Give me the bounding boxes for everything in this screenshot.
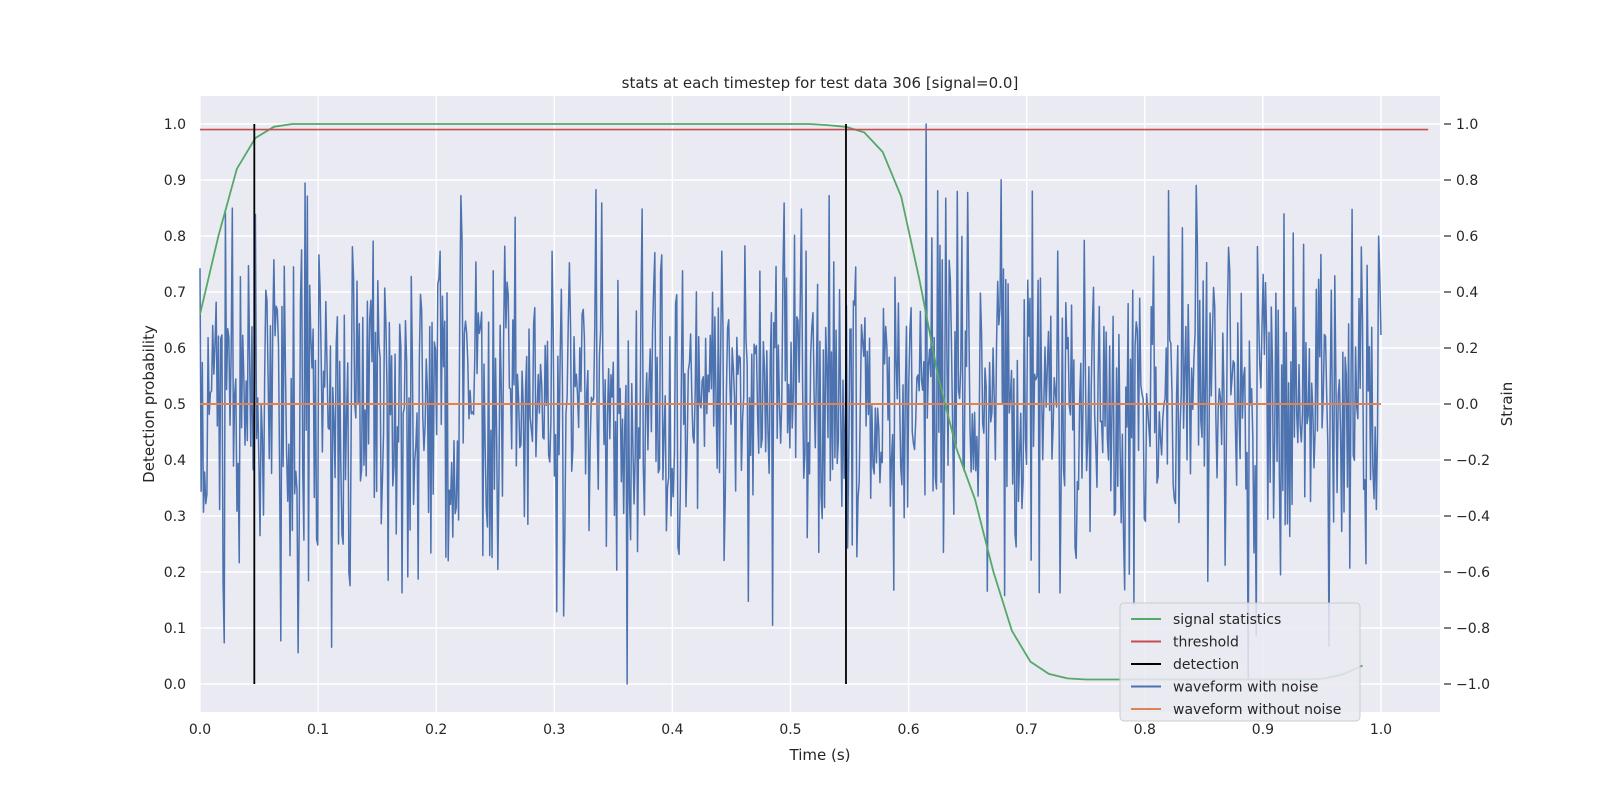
x-tick-label: 0.7 (1016, 722, 1038, 738)
right-y-tick-label: 0.2 (1456, 341, 1478, 357)
right-y-tick-label: −0.6 (1456, 565, 1490, 581)
detection-series (253, 124, 847, 684)
left-y-axis-label: Detection probability (140, 325, 158, 483)
legend-entry-label: threshold (1173, 635, 1239, 651)
left-y-tick-label: 0.6 (164, 341, 186, 357)
x-tick-label: 1.0 (1370, 722, 1392, 738)
right-y-tick-label: 0.6 (1456, 229, 1478, 245)
waveform-with-noise-line (199, 123, 1382, 685)
legend-box (1119, 602, 1361, 722)
left-y-tick-label: 1.0 (164, 117, 186, 133)
x-axis-label: Time (s) (789, 746, 851, 764)
x-tick-label: 0.3 (543, 722, 565, 738)
legend-entry-label: detection (1173, 657, 1239, 673)
x-axis-ticks: 0.0 0.1 0.2 0.3 0.4 0.5 0.6 0.7 0.8 0.9 1.0 (189, 722, 1392, 738)
right-y-axis-ticks: −1.0 −0.8 −0.6 −0.4 −0.2 0.0 0.2 0.4 0.6 0.8 1.0 (1444, 117, 1490, 693)
x-tick-label: 0.4 (661, 722, 683, 738)
x-tick-label: 0.9 (1252, 722, 1274, 738)
waveform-with-noise-series (199, 123, 1382, 685)
x-tick-label: 0.1 (307, 722, 329, 738)
right-y-tick-label: 0.0 (1456, 397, 1478, 413)
right-y-tick-label: 0.4 (1456, 285, 1478, 301)
left-y-tick-label: 0.1 (164, 621, 186, 637)
chart-title: stats at each timestep for test data 306… (622, 74, 1019, 92)
legend: signal statistics threshold detection wavef… (1119, 602, 1361, 722)
legend-entry-label: waveform with noise (1173, 680, 1318, 696)
right-y-tick-label: −0.2 (1456, 453, 1490, 469)
left-y-tick-label: 0.7 (164, 285, 186, 301)
right-y-tick-label: −1.0 (1456, 677, 1490, 693)
left-y-tick-label: 0.0 (164, 677, 186, 693)
right-y-tick-label: −0.8 (1456, 621, 1490, 637)
x-tick-label: 0.5 (779, 722, 801, 738)
x-tick-label: 0.6 (897, 722, 919, 738)
left-y-tick-label: 0.2 (164, 565, 186, 581)
legend-entry-label: signal statistics (1173, 612, 1281, 628)
right-y-axis-label: Strain (1498, 382, 1516, 426)
right-y-tick-label: −0.4 (1456, 509, 1490, 525)
left-y-tick-label: 0.5 (164, 397, 186, 413)
left-y-tick-label: 0.3 (164, 509, 186, 525)
left-y-axis-ticks: 0.0 0.1 0.2 0.3 0.4 0.5 0.6 0.7 0.8 0.9 1.0 (164, 117, 186, 693)
x-tick-label: 0.2 (425, 722, 447, 738)
left-y-tick-label: 0.4 (164, 453, 186, 469)
legend-entry-label: waveform without noise (1173, 702, 1341, 718)
left-y-tick-label: 0.9 (164, 173, 186, 189)
right-y-tick-label: 1.0 (1456, 117, 1478, 133)
left-y-tick-label: 0.8 (164, 229, 186, 245)
x-tick-label: 0.0 (189, 722, 211, 738)
right-y-tick-label: 0.8 (1456, 173, 1478, 189)
x-tick-label: 0.8 (1134, 722, 1156, 738)
